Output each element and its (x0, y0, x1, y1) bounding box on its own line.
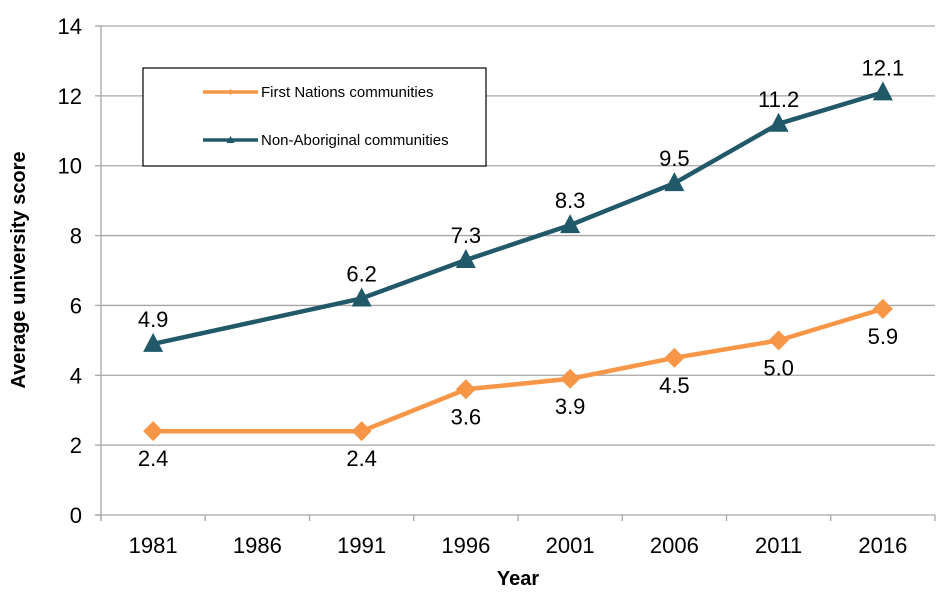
data-point-non-aboriginal (143, 332, 164, 352)
data-label-first-nations: 5.0 (763, 355, 794, 380)
y-tick-label: 0 (70, 503, 82, 528)
data-label-non-aboriginal: 8.3 (555, 188, 586, 213)
data-label-first-nations: 5.9 (868, 324, 899, 349)
legend: First Nations communities Non-Aboriginal… (142, 67, 487, 167)
y-tick-label: 2 (70, 433, 82, 458)
x-axis-ticks: 1981 1986 1991 1996 2001 2006 2011 2016 (100, 515, 936, 558)
x-tick-label: 1991 (337, 533, 386, 558)
data-point-first-nations (872, 298, 893, 319)
data-point-non-aboriginal (560, 214, 581, 234)
data-label-non-aboriginal: 4.9 (138, 307, 169, 332)
data-label-non-aboriginal: 9.5 (659, 146, 690, 171)
data-label-first-nations: 3.9 (555, 394, 586, 419)
data-label-first-nations: 2.4 (346, 446, 377, 471)
data-label-non-aboriginal: 7.3 (451, 223, 482, 248)
legend-item-first-nations: First Nations communities (203, 84, 434, 101)
x-tick-label: 1981 (129, 533, 178, 558)
data-point-first-nations (768, 330, 789, 351)
legend-label-non-aboriginal: Non-Aboriginal communities (261, 132, 449, 149)
series-group (143, 81, 893, 442)
x-axis-title: Year (497, 568, 539, 590)
y-tick-label: 4 (70, 363, 82, 388)
legend-item-non-aboriginal: Non-Aboriginal communities (203, 132, 449, 149)
data-point-first-nations (351, 421, 372, 442)
x-tick-label: 2011 (755, 533, 802, 558)
x-tick-label: 1986 (233, 533, 282, 558)
triangle-marker-icon (226, 136, 235, 143)
data-labels: 2.4 2.4 3.6 3.9 4.5 5.0 5.9 4.9 6.2 7.3 8.3 9.5 11.2… (138, 55, 904, 471)
data-point-first-nations (143, 421, 164, 442)
data-label-first-nations: 4.5 (659, 373, 690, 398)
data-label-non-aboriginal: 6.2 (346, 261, 377, 286)
data-label-first-nations: 2.4 (138, 446, 169, 471)
data-point-non-aboriginal (768, 112, 789, 132)
data-point-non-aboriginal (455, 249, 476, 269)
data-point-non-aboriginal (351, 287, 372, 307)
y-tick-label: 6 (70, 293, 82, 318)
legend-box (142, 67, 487, 167)
y-axis-title: Average university score (8, 151, 30, 388)
y-tick-label: 10 (58, 154, 82, 179)
x-tick-label: 2016 (858, 533, 907, 558)
diamond-marker-icon (227, 89, 234, 95)
data-point-first-nations (664, 347, 685, 368)
data-point-non-aboriginal (664, 172, 685, 192)
x-tick-label: 2001 (546, 533, 595, 558)
legend-label-first-nations: First Nations communities (261, 84, 434, 101)
y-tick-label: 12 (58, 84, 82, 109)
data-label-non-aboriginal: 11.2 (758, 87, 799, 112)
y-tick-label: 8 (70, 224, 82, 249)
axes (95, 26, 935, 521)
data-point-non-aboriginal (872, 81, 893, 101)
y-tick-label: 14 (58, 14, 82, 39)
data-label-first-nations: 3.6 (451, 404, 482, 429)
y-axis-ticks: 0 2 4 6 8 10 12 14 (58, 14, 101, 528)
data-label-non-aboriginal: 12.1 (861, 55, 904, 80)
data-point-first-nations (455, 379, 476, 400)
x-tick-label: 1996 (441, 533, 490, 558)
data-point-first-nations (560, 368, 581, 389)
x-tick-label: 2006 (650, 533, 699, 558)
